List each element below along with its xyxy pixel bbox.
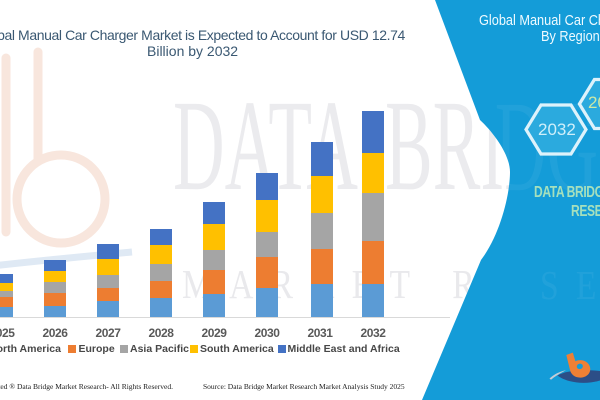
svg-text:By Region: By Region	[541, 27, 600, 44]
svg-text:RESEARCH: RESEARCH	[571, 202, 600, 220]
svg-text:SEARCH: SEARCH	[540, 264, 600, 309]
svg-text:2032: 2032	[538, 120, 576, 139]
svg-text:DATA BRIDGE: DATA BRIDGE	[534, 183, 600, 201]
svg-text:Global Manual Car Charger Mark: Global Manual Car Charger Market,	[479, 11, 600, 28]
svg-text:2031: 2031	[588, 93, 600, 112]
